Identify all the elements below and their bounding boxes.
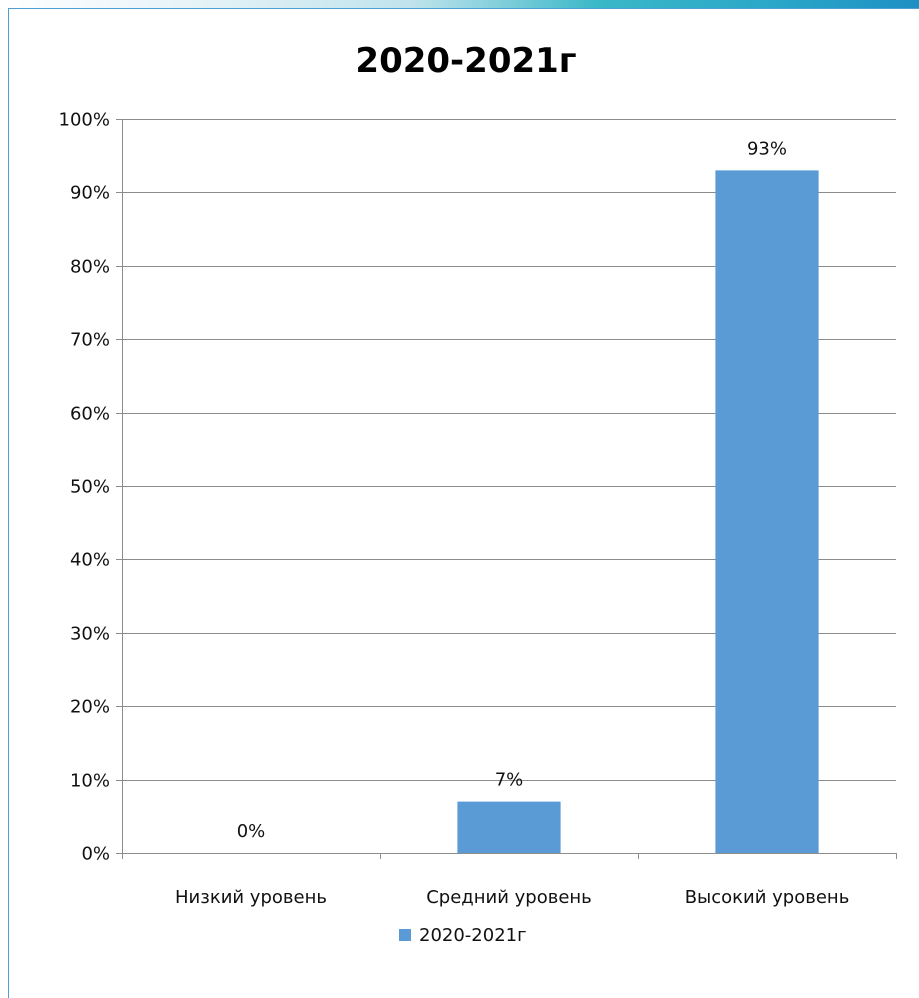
y-tick-label: 50%	[70, 477, 110, 498]
legend: 2020-2021г	[399, 925, 527, 946]
y-tick-label: 30%	[70, 624, 110, 645]
x-category-label: Высокий уровень	[685, 887, 850, 908]
data-label: 0%	[237, 821, 266, 842]
legend-label: 2020-2021г	[419, 925, 527, 946]
data-label: 93%	[747, 138, 787, 159]
bars: 0% 7% 93%	[237, 138, 819, 853]
y-axis: 0% 10% 20% 30% 40% 50% 60% 70% 80% 90% 100%	[59, 110, 123, 865]
x-category-label: Низкий уровень	[175, 887, 327, 908]
y-tick-label: 100%	[59, 110, 110, 131]
y-tick-label: 60%	[70, 404, 110, 425]
y-tick-label: 20%	[70, 697, 110, 718]
bar	[715, 170, 819, 853]
legend-swatch	[399, 929, 411, 941]
x-category-label: Средний уровень	[426, 887, 592, 908]
y-tick-label: 40%	[70, 550, 110, 571]
chart-title: 2020-2021г	[355, 41, 576, 81]
y-tick-label: 0%	[81, 844, 110, 865]
y-tick-label: 80%	[70, 257, 110, 278]
x-axis: Низкий уровень Средний уровень Высокий уро…	[122, 853, 897, 908]
data-label: 7%	[495, 770, 524, 791]
bar	[457, 801, 561, 853]
y-tick-label: 90%	[70, 183, 110, 204]
y-tick-label: 10%	[70, 771, 110, 792]
y-tick-label: 70%	[70, 330, 110, 351]
